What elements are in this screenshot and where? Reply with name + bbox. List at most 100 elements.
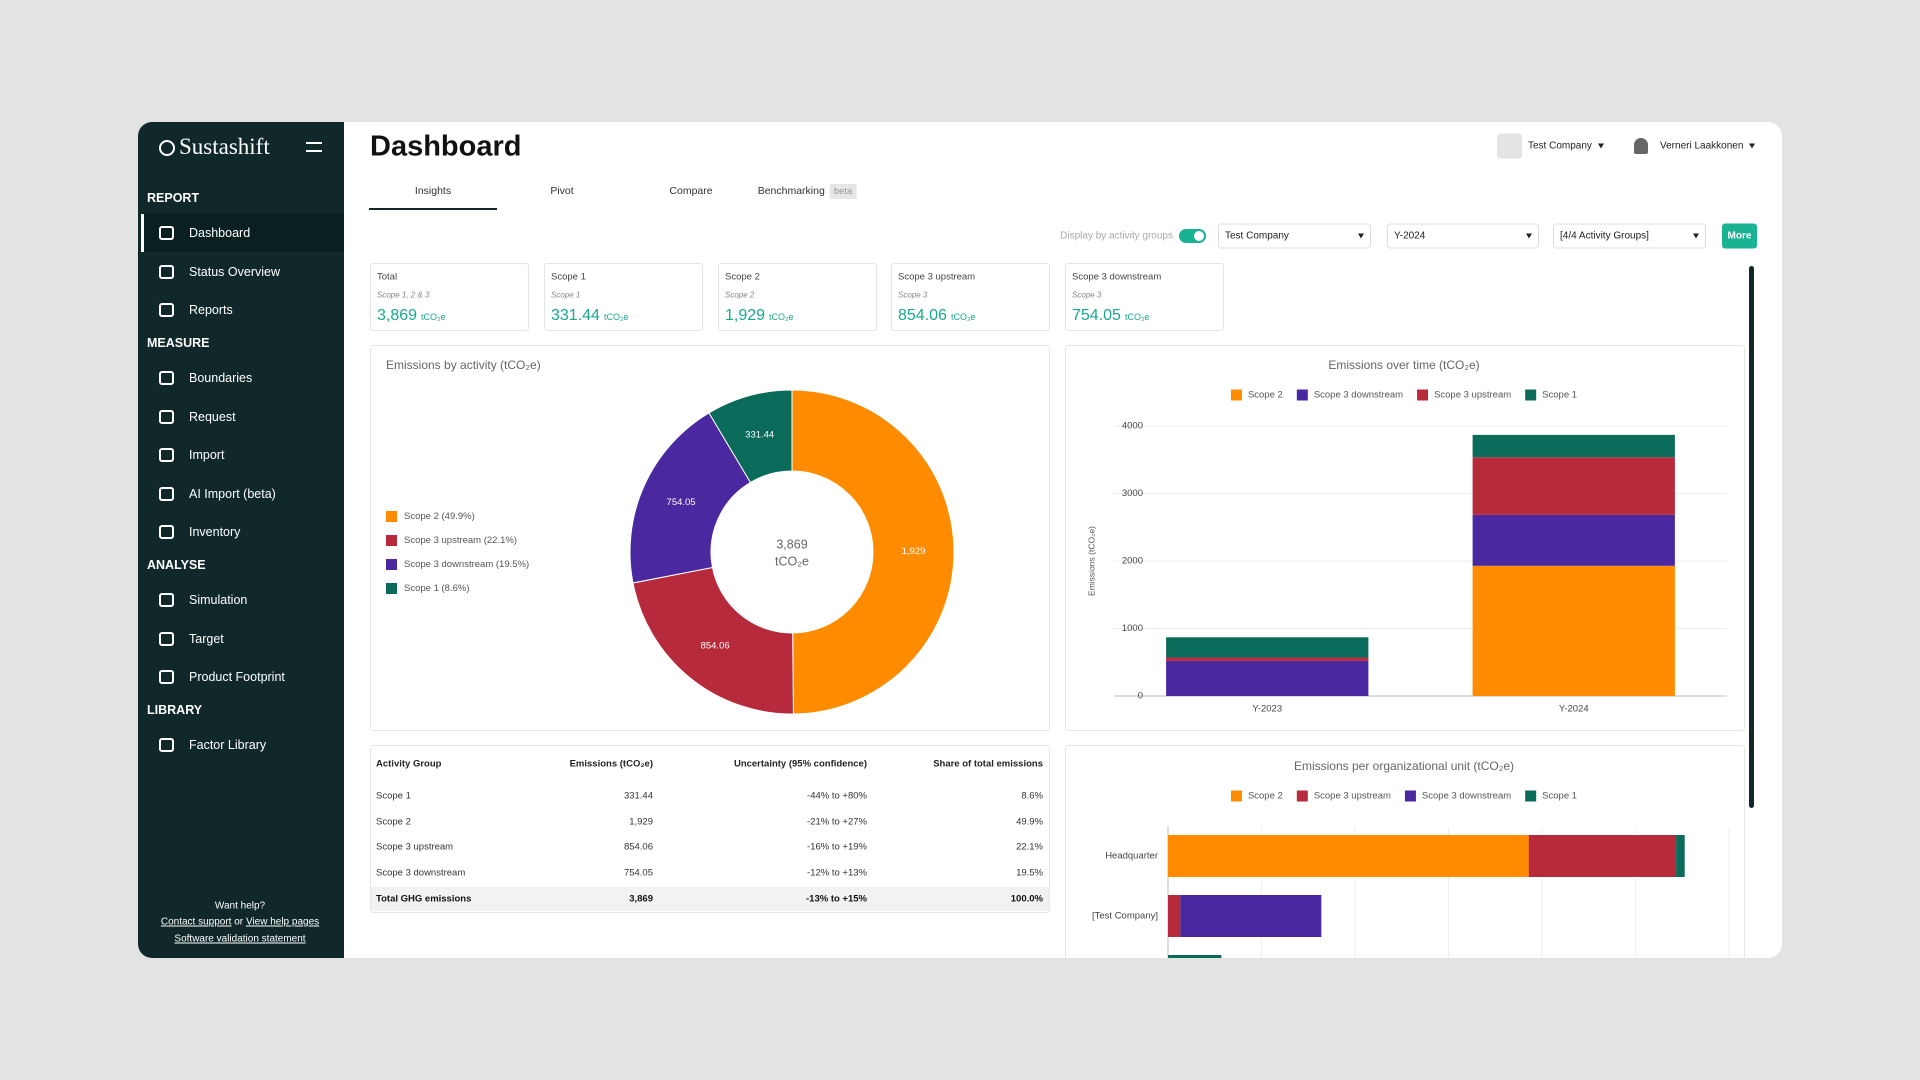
select-value: Test Company bbox=[1225, 230, 1289, 242]
y-tick-label: 4000 bbox=[1122, 421, 1143, 432]
panel bbox=[370, 345, 1050, 731]
kpi-title: Scope 1 bbox=[551, 271, 586, 283]
select[interactable]: Y-2024 bbox=[1387, 223, 1539, 249]
legend-swatch bbox=[1230, 790, 1242, 802]
table-cell: 19.5% bbox=[1016, 867, 1043, 879]
nav-item[interactable]: Product Footprint bbox=[189, 670, 285, 684]
nav-icon bbox=[159, 486, 174, 501]
panel bbox=[1065, 345, 1745, 731]
kpi-number: 754.05 bbox=[1072, 307, 1121, 324]
kpi-card bbox=[1065, 263, 1224, 331]
brand-logo bbox=[159, 140, 175, 156]
tab-label: Pivot bbox=[550, 185, 574, 197]
kpi-unit: tCO₂e bbox=[769, 312, 794, 322]
company-select[interactable]: Test Company bbox=[1528, 141, 1604, 152]
nav-icon bbox=[159, 593, 174, 607]
table-cell: -44% to +80% bbox=[807, 790, 867, 802]
nav-item[interactable]: Reports bbox=[189, 303, 233, 317]
table-panel bbox=[370, 745, 1050, 913]
toggle[interactable] bbox=[1179, 229, 1206, 243]
table-cell: Scope 2 bbox=[376, 816, 411, 828]
menu-toggle[interactable] bbox=[306, 142, 322, 152]
nav-item[interactable]: AI Import (beta) bbox=[189, 486, 276, 501]
nav-item[interactable]: Dashboard bbox=[189, 226, 251, 240]
nav-item[interactable]: Status Overview bbox=[189, 264, 281, 279]
kpi-number: 3,869 bbox=[377, 307, 418, 324]
legend-swatch bbox=[1296, 790, 1308, 802]
nav-item[interactable]: Boundaries bbox=[189, 371, 253, 385]
legend-swatch bbox=[1417, 389, 1429, 401]
nav-icon bbox=[159, 670, 174, 684]
nav-item[interactable]: Import bbox=[189, 448, 225, 462]
sidebar bbox=[138, 122, 344, 958]
help-link[interactable]: View help pages bbox=[245, 916, 320, 928]
badge: beta bbox=[829, 184, 857, 199]
nav-item[interactable]: Simulation bbox=[189, 593, 248, 607]
y-tick-label: Headquarter bbox=[1105, 851, 1158, 862]
kpi-value: 754.05 tCO₂e bbox=[1072, 307, 1149, 325]
user-icon bbox=[1634, 138, 1648, 154]
help-links: Contact support or View help pages bbox=[161, 917, 319, 928]
tab-label: Compare bbox=[669, 185, 713, 197]
nav-icon bbox=[159, 631, 174, 646]
nav-icon bbox=[159, 525, 174, 539]
table-cell: -12% to +13% bbox=[807, 867, 867, 879]
chart-title: Emissions over time (tCO₂e) bbox=[1328, 358, 1479, 372]
legend-label: Scope 1 bbox=[1542, 390, 1577, 401]
nav-section: ANALYSE bbox=[147, 558, 206, 572]
nav-icon bbox=[159, 303, 174, 317]
legend-label: Scope 3 downstream bbox=[1422, 791, 1511, 802]
kpi-subtitle: Scope 3 bbox=[1072, 290, 1102, 300]
help-link[interactable]: Contact support bbox=[160, 916, 232, 928]
kpi-unit: tCO₂e bbox=[950, 312, 976, 322]
y-axis-label: Emissions (tCO₂e) bbox=[1086, 526, 1096, 596]
tab[interactable]: Compare bbox=[669, 185, 712, 197]
nav-item[interactable]: Inventory bbox=[189, 525, 241, 539]
select[interactable]: Test Company bbox=[1218, 223, 1371, 249]
y-tick-label: 3000 bbox=[1122, 488, 1143, 499]
donut-slice bbox=[632, 566, 794, 715]
donut-slice bbox=[708, 389, 793, 484]
bar-segment bbox=[1676, 835, 1685, 877]
legend-swatch bbox=[1525, 790, 1537, 802]
more-button[interactable]: More bbox=[1722, 223, 1757, 249]
kpi-value: 1,929 tCO₂e bbox=[725, 307, 794, 325]
legend-label: Scope 3 downstream bbox=[1314, 390, 1403, 401]
legend-swatch bbox=[386, 535, 397, 546]
data-label: 754.05 bbox=[667, 497, 696, 508]
nav-item[interactable]: Factor Library bbox=[189, 738, 267, 752]
x-tick-label: Y-2024 bbox=[1559, 704, 1589, 715]
kpi-number: 1,929 bbox=[725, 307, 766, 324]
user-menu[interactable]: Verneri Laakkonen bbox=[1660, 141, 1756, 152]
caret bbox=[1693, 233, 1699, 239]
caret bbox=[1749, 143, 1756, 149]
tab[interactable]: Benchmarking beta bbox=[758, 184, 857, 199]
legend-label: Scope 1 (8.6%) bbox=[404, 583, 469, 594]
scrollbar[interactable] bbox=[1749, 266, 1754, 808]
legend: Scope 2 Scope 3 downstream Scope 3 upstrea… bbox=[1230, 389, 1577, 401]
table-cell: 1,929 bbox=[629, 816, 653, 828]
caret bbox=[1358, 233, 1364, 239]
bar-segment bbox=[1166, 637, 1369, 658]
kpi-title: Scope 3 downstream bbox=[1072, 271, 1162, 283]
bar-segment bbox=[1166, 657, 1369, 661]
kpi-title: Scope 2 bbox=[725, 271, 760, 283]
kpi-unit: tCO₂e bbox=[421, 312, 446, 322]
bar-segment bbox=[1472, 434, 1675, 458]
table-cell: -21% to +27% bbox=[807, 816, 867, 828]
kpi-unit: tCO₂e bbox=[603, 312, 629, 322]
kpi-card bbox=[370, 263, 529, 331]
nav-section: REPORT bbox=[147, 191, 200, 205]
tab[interactable]: Insights bbox=[415, 185, 451, 197]
validation-link[interactable]: Software validation statement bbox=[174, 933, 306, 945]
table-cell: 8.6% bbox=[1021, 790, 1043, 802]
select[interactable]: [4/4 Activity Groups] bbox=[1553, 223, 1706, 249]
kpi-subtitle: Scope 3 bbox=[898, 290, 928, 300]
nav-item[interactable]: Target bbox=[189, 631, 224, 646]
legend-label: Scope 2 bbox=[1248, 791, 1283, 802]
legend-swatch bbox=[386, 559, 397, 570]
tab[interactable]: Pivot bbox=[550, 185, 573, 197]
nav-item[interactable]: Request bbox=[189, 409, 236, 424]
